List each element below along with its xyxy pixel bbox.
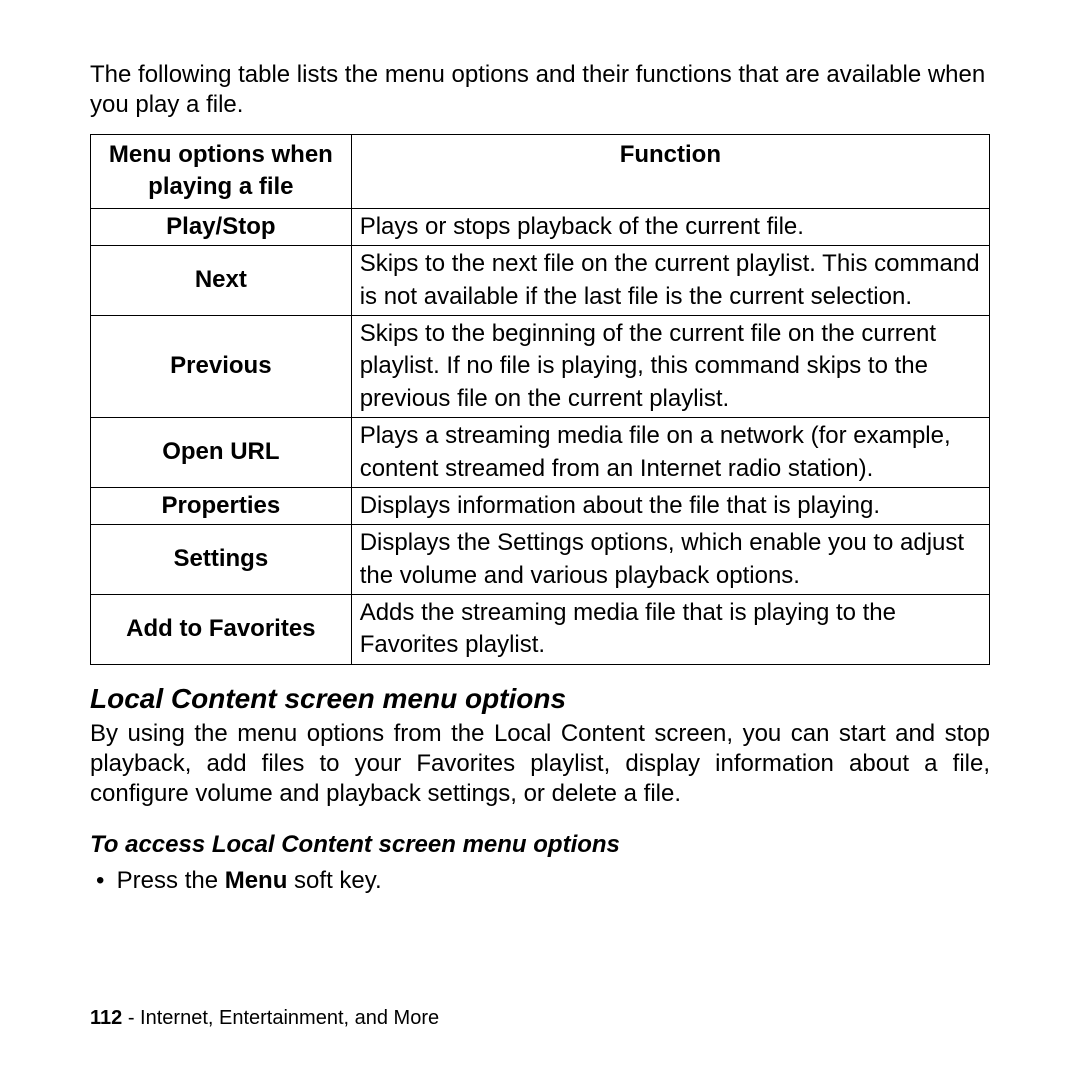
page: The following table lists the menu optio… <box>0 0 1080 1080</box>
table-row: Next Skips to the next file on the curre… <box>91 246 990 316</box>
bullet-pre: Press the <box>117 867 225 894</box>
function-cell: Displays information about the file that… <box>351 487 989 524</box>
option-cell: Add to Favorites <box>91 595 352 665</box>
bullet-icon: • <box>96 865 110 896</box>
function-cell: Adds the streaming media file that is pl… <box>351 595 989 665</box>
option-cell: Properties <box>91 487 352 524</box>
bullet-post: soft key. <box>287 867 381 894</box>
page-footer: 112 - Internet, Entertainment, and More <box>90 1007 990 1040</box>
footer-sep: - <box>122 1007 140 1029</box>
bullet-bold: Menu <box>225 867 288 894</box>
table-row: Settings Displays the Settings options, … <box>91 525 990 595</box>
option-cell: Previous <box>91 315 352 417</box>
function-cell: Skips to the next file on the current pl… <box>351 246 989 316</box>
table-header-row: Menu options when playing a file Functio… <box>91 135 990 209</box>
intro-text: The following table lists the menu optio… <box>90 60 990 120</box>
options-table: Menu options when playing a file Functio… <box>90 134 990 665</box>
option-cell: Play/Stop <box>91 208 352 245</box>
section-body: By using the menu options from the Local… <box>90 719 990 809</box>
table-row: Add to Favorites Adds the streaming medi… <box>91 595 990 665</box>
bullet-item: • Press the Menu soft key. <box>96 865 990 896</box>
function-cell: Skips to the beginning of the current fi… <box>351 315 989 417</box>
header-option: Menu options when playing a file <box>91 135 352 209</box>
table-row: Properties Displays information about th… <box>91 487 990 524</box>
option-cell: Settings <box>91 525 352 595</box>
section-heading: Local Content screen menu options <box>90 683 990 715</box>
function-cell: Plays or stops playback of the current f… <box>351 208 989 245</box>
header-function: Function <box>351 135 989 209</box>
table-row: Play/Stop Plays or stops playback of the… <box>91 208 990 245</box>
page-number: 112 <box>90 1007 122 1029</box>
option-cell: Open URL <box>91 418 352 488</box>
footer-title: Internet, Entertainment, and More <box>140 1007 439 1029</box>
option-cell: Next <box>91 246 352 316</box>
table-row: Open URL Plays a streaming media file on… <box>91 418 990 488</box>
function-cell: Plays a streaming media file on a networ… <box>351 418 989 488</box>
function-cell: Displays the Settings options, which ena… <box>351 525 989 595</box>
table-row: Previous Skips to the beginning of the c… <box>91 315 990 417</box>
subheading: To access Local Content screen menu opti… <box>90 831 990 859</box>
